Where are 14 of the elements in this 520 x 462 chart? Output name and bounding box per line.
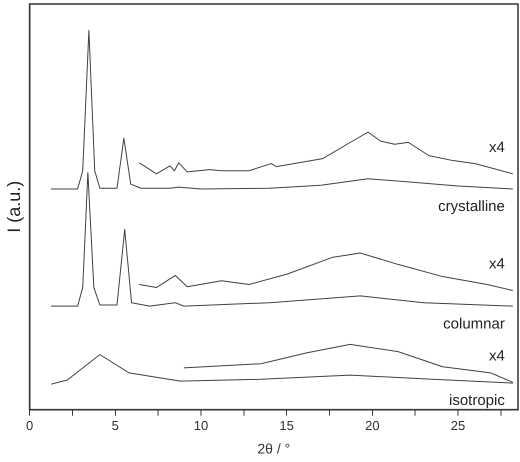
series-label: crystalline (438, 198, 505, 216)
series-label: x4 (489, 138, 505, 156)
y-axis-title: I (a.u.) (4, 180, 24, 233)
series-label: columnar (443, 315, 505, 332)
x-tick-label: 10 (194, 418, 208, 433)
x-tick-label: 20 (365, 418, 380, 433)
x-tick-label: 15 (279, 418, 294, 433)
series-label: x4 (489, 347, 505, 364)
x-tick-label: 0 (26, 418, 34, 433)
x-axis-title: 2θ / ° (257, 440, 290, 456)
x-tick-label: 5 (112, 418, 119, 433)
series-label: x4 (489, 256, 505, 273)
x-tick-label: 25 (450, 418, 466, 433)
series-label: isotropic (449, 392, 506, 410)
